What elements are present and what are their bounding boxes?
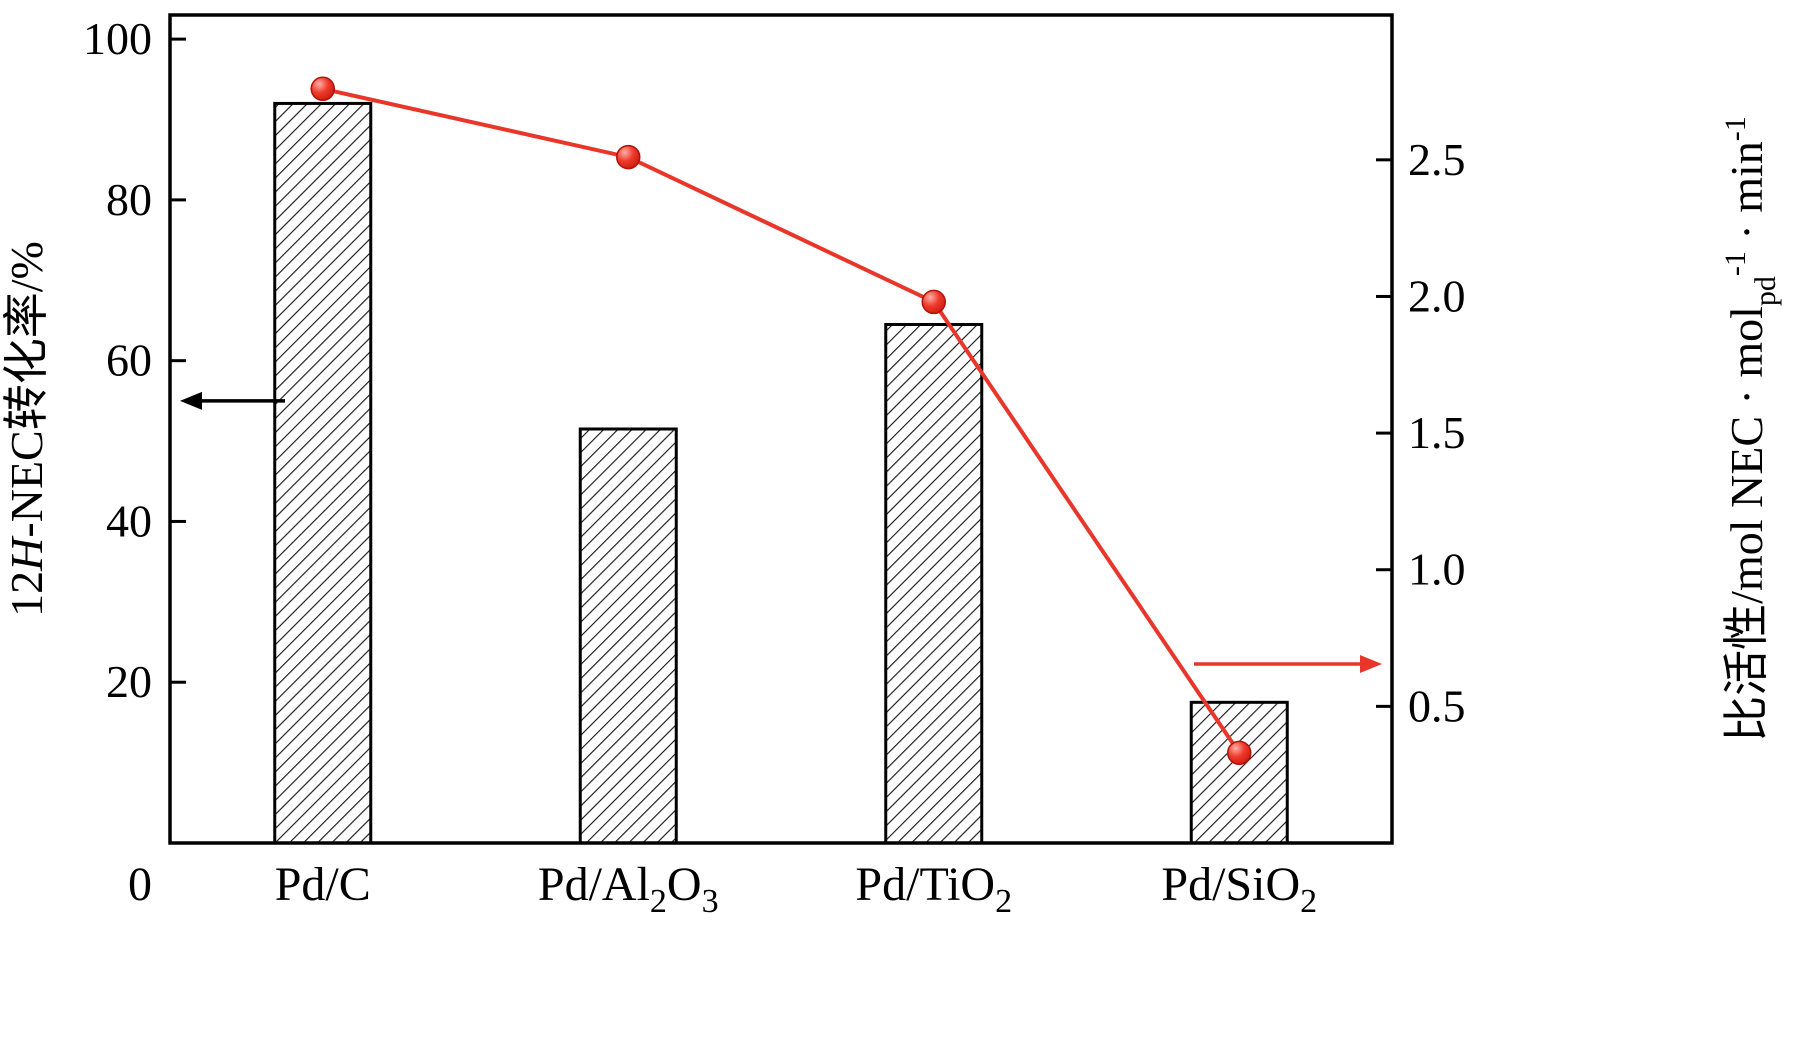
right-tick-label: 0.5 xyxy=(1408,680,1466,731)
x-tick-label: Pd/C xyxy=(275,858,371,911)
x-tick-label: Pd/SiO2 xyxy=(1161,858,1317,920)
arrow-to-left-axis xyxy=(180,391,285,410)
right-tick-label: 1.0 xyxy=(1408,544,1466,595)
bar-Pd/C xyxy=(273,101,373,845)
x-tick-label: Pd/TiO2 xyxy=(855,858,1012,920)
marker-Pd/SiO2 xyxy=(1227,740,1252,766)
right-tick-label: 2.5 xyxy=(1408,134,1466,185)
left-tick-label: 100 xyxy=(83,13,152,64)
marker-Pd/Al2O3 xyxy=(616,144,641,170)
bar-Pd/TiO2 xyxy=(884,322,984,845)
left-tick-label: 60 xyxy=(106,335,152,386)
right-tick-label: 1.5 xyxy=(1408,407,1466,458)
x-tick-label: Pd/Al2O3 xyxy=(538,858,719,920)
marker-Pd/C xyxy=(310,76,335,102)
left-tick-label: 40 xyxy=(106,495,152,546)
activity-line xyxy=(322,86,1241,754)
axes: 20 40 60 80 100 0.5 1.0 1.5 2.0 2.5 0 Pd/C Pd/Al2O3 P… xyxy=(83,13,1466,920)
arrow-to-right-axis xyxy=(1194,655,1382,674)
left-tick-label: 80 xyxy=(106,174,152,225)
right-axis-title: 比活性/mol NEC · molpd-1 · min-1 xyxy=(1719,116,1782,742)
origin-label: 0 xyxy=(128,858,152,911)
bar-Pd/SiO2 xyxy=(1189,700,1289,845)
arrowhead-icon xyxy=(180,391,202,410)
arrowhead-icon xyxy=(1360,655,1382,674)
left-axis-title: 12H-NEC转化率/% xyxy=(1,241,52,617)
activity-line-series xyxy=(310,76,1252,766)
bars-group xyxy=(273,101,1289,845)
plot-frame xyxy=(168,13,1394,845)
marker-Pd/TiO2 xyxy=(921,289,946,315)
right-tick-label: 2.0 xyxy=(1408,270,1466,321)
left-tick-label: 20 xyxy=(106,656,152,707)
bar-Pd/Al2O3 xyxy=(578,427,678,845)
